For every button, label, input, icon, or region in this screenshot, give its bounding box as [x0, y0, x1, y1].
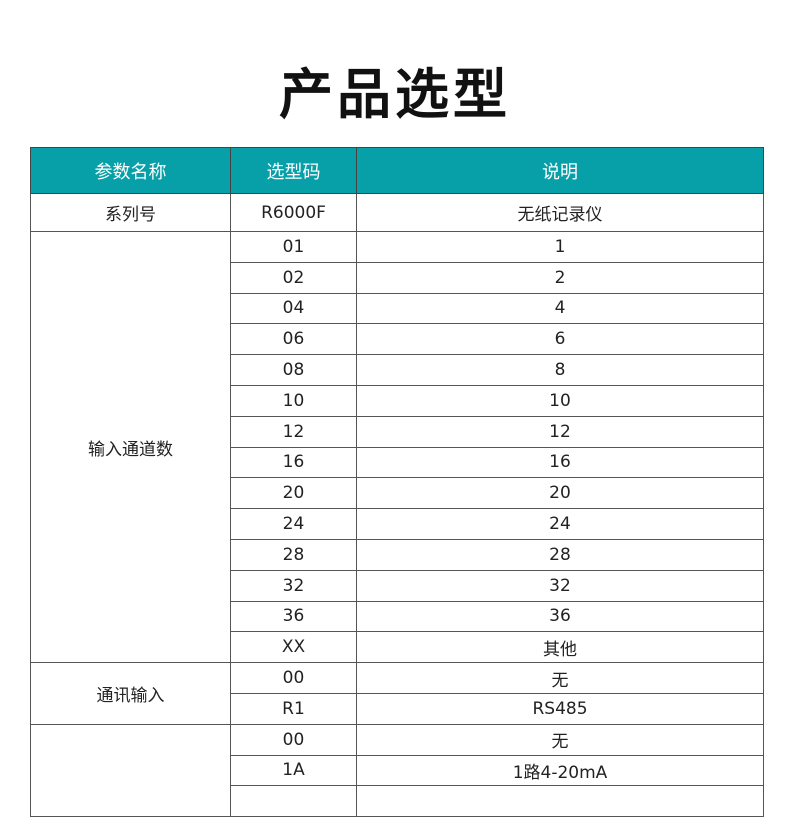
desc-cell: 6	[356, 323, 764, 356]
page-title: 产品选型	[279, 63, 511, 126]
table-row: 02 2	[31, 261, 764, 294]
param-name: 输入通道数	[30, 230, 231, 664]
desc-cell: 20	[356, 477, 764, 510]
code-cell: 12	[230, 415, 357, 448]
desc-cell: 无纸记录仪	[356, 193, 764, 232]
desc-cell: 8	[356, 354, 764, 386]
desc-cell: 10	[356, 384, 764, 417]
header-desc: 说明	[356, 147, 764, 194]
table-header: 参数名称 选型码 说明	[30, 147, 764, 194]
desc-cell: 无	[356, 723, 764, 756]
code-cell: XX	[230, 631, 357, 664]
desc-cell: 36	[356, 600, 764, 633]
code-cell: 24	[230, 508, 357, 540]
code-cell: 08	[230, 354, 357, 386]
code-cell: 00	[230, 723, 357, 756]
table-row: 20 20	[31, 477, 764, 510]
table-row: 输入通道数 01 1	[30, 230, 764, 664]
desc-cell: 12	[356, 415, 764, 448]
code-cell: 20	[230, 477, 357, 510]
code-cell: 00	[230, 662, 357, 694]
table-row: 通讯输入 00 无	[30, 662, 764, 725]
param-name	[30, 723, 231, 817]
code-cell: R1	[230, 692, 357, 725]
code-cell: 01	[230, 231, 357, 263]
desc-cell: 16	[356, 446, 764, 479]
desc-cell: RS485	[356, 692, 764, 725]
header-code: 选型码	[230, 147, 357, 194]
table-row: 12 12	[31, 415, 764, 448]
table-row: 系列号 R6000F 无纸记录仪	[30, 193, 764, 232]
code-cell: 10	[230, 384, 357, 417]
table-row: 1A 1路4-20mA	[31, 754, 764, 787]
table-row: 36 36	[31, 600, 764, 633]
desc-cell: 32	[356, 569, 764, 602]
header-param: 参数名称	[30, 147, 231, 194]
desc-cell: 4	[356, 292, 764, 325]
table-row: R1 RS485	[31, 692, 764, 725]
param-name: 系列号	[30, 193, 231, 232]
table-row: 16 16	[31, 446, 764, 479]
desc-cell: 1路4-20mA	[356, 754, 764, 787]
desc-cell: 28	[356, 538, 764, 571]
code-cell: 16	[230, 446, 357, 479]
code-cell: 1A	[230, 754, 357, 787]
param-name: 通讯输入	[30, 662, 231, 725]
code-cell: 32	[230, 569, 357, 602]
code-cell	[230, 785, 357, 817]
code-cell: R6000F	[230, 193, 357, 232]
desc-cell: 2	[356, 261, 764, 294]
desc-cell: 无	[356, 662, 764, 694]
table-row: 32 32	[31, 569, 764, 602]
table-row: XX 其他	[31, 631, 764, 664]
table-row: 06 6	[31, 323, 764, 356]
desc-cell: 其他	[356, 631, 764, 664]
code-cell: 28	[230, 538, 357, 571]
desc-cell	[356, 785, 764, 817]
desc-cell: 1	[356, 231, 764, 263]
code-cell: 36	[230, 600, 357, 633]
desc-cell: 24	[356, 508, 764, 540]
code-cell: 04	[230, 292, 357, 325]
selection-table: 参数名称 选型码 说明 系列号 R6000F 无纸记录仪 输入通道数 01 1 02 2…	[30, 147, 764, 817]
code-cell: 02	[230, 261, 357, 294]
code-cell: 06	[230, 323, 357, 356]
table-row: 00 无	[30, 723, 764, 817]
